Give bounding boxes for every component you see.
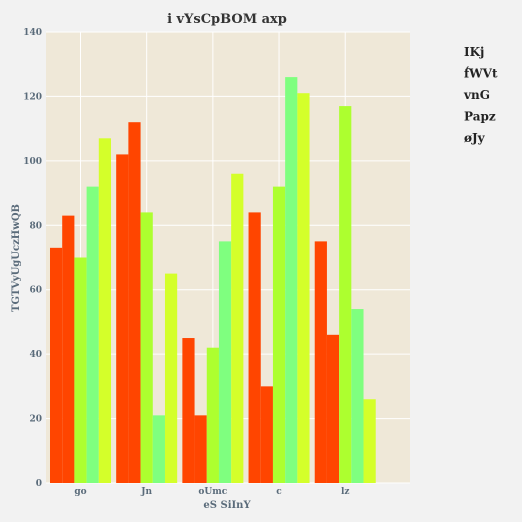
bar-go-s0 (50, 248, 62, 483)
bar-lz-s1 (327, 335, 339, 483)
legend-item-2: vnG (463, 88, 490, 102)
y-axis-ticks: 0 20 40 60 80 100 120 140 (23, 28, 42, 489)
x-tick-label: Jn (140, 487, 152, 497)
y-tick-label: 0 (36, 479, 42, 489)
bar-Jn-s2 (141, 212, 153, 483)
x-axis-ticks: go Jn oUmc c lz (74, 487, 349, 497)
bar-go-s3 (87, 187, 99, 483)
bar-Jn-s3 (153, 415, 165, 483)
bar-oUmc-s2 (207, 348, 219, 483)
y-tick-label: 80 (29, 221, 42, 231)
x-tick-label: c (276, 487, 282, 497)
y-tick-label: 40 (29, 350, 42, 360)
bar-Jn-s1 (128, 122, 140, 483)
bar-go-s4 (99, 138, 111, 483)
bar-lz-s3 (351, 309, 363, 483)
bar-oUmc-s0 (182, 338, 194, 483)
bar-oUmc-s4 (231, 174, 243, 483)
bar-go-s2 (74, 258, 86, 484)
legend-item-1: f́WVt (464, 65, 498, 80)
y-tick-label: 120 (23, 92, 42, 102)
bar-Jn-s4 (165, 274, 177, 483)
x-axis-label: eS SiInY (203, 500, 251, 511)
x-tick-label: go (74, 487, 86, 497)
bar-c-s0 (249, 212, 261, 483)
y-tick-label: 140 (23, 28, 42, 38)
legend-item-4: øJy (464, 131, 486, 145)
bar-lz-s4 (364, 399, 376, 483)
legend-item-3: Papz (464, 110, 496, 124)
bar-c-s4 (297, 93, 309, 483)
legend-item-0: IKj (464, 45, 484, 59)
x-tick-label: oUmc (198, 487, 227, 497)
bar-lz-s2 (339, 106, 351, 483)
x-tick-label: lz (341, 487, 350, 497)
bar-c-s2 (273, 187, 285, 483)
y-tick-label: 20 (29, 415, 42, 425)
bar-oUmc-s1 (195, 415, 207, 483)
legend: IKj f́WVt vnG Papz øJy (463, 45, 498, 145)
bar-lz-s0 (315, 241, 327, 483)
bar-c-s3 (285, 77, 297, 483)
bar-go-s1 (62, 216, 74, 483)
y-tick-label: 60 (29, 286, 42, 296)
bar-oUmc-s3 (219, 241, 231, 483)
chart-title: i vYsCpBOM axp (167, 12, 287, 27)
y-tick-label: 100 (23, 157, 42, 167)
y-axis-label: TGTVyUgUczHwQB (11, 204, 22, 312)
bar-c-s1 (261, 386, 273, 483)
bar-Jn-s0 (116, 154, 128, 483)
